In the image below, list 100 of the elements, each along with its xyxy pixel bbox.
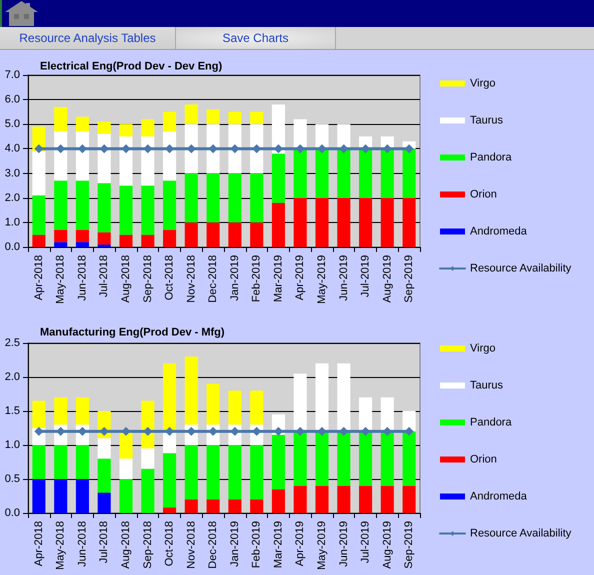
- bar: [315, 148, 329, 198]
- bar: [184, 173, 198, 222]
- bar: [54, 230, 68, 242]
- bar: [141, 468, 154, 513]
- legend-label: Virgo: [470, 78, 496, 90]
- x-tick-label: Sep-2018: [142, 521, 154, 569]
- bar: [98, 438, 111, 459]
- bar: [337, 124, 350, 149]
- bar: [402, 431, 416, 486]
- bar: [315, 124, 329, 149]
- x-tick-label: Aug-2018: [120, 255, 132, 303]
- x-tick-label: Sep-2019: [403, 255, 416, 303]
- chart-title: Electrical Eng(Prod Dev - Dev Eng): [40, 60, 222, 72]
- bar: [206, 384, 220, 425]
- bar: [54, 397, 68, 425]
- y-tick-label: 1.0: [4, 216, 20, 228]
- bar: [54, 106, 68, 132]
- bar: [294, 431, 307, 486]
- bar: [359, 486, 372, 513]
- x-tick-label: Nov-2018: [185, 521, 198, 569]
- x-tick-label: Jun-2018: [76, 521, 88, 567]
- bar: [76, 479, 89, 513]
- bar: [54, 479, 68, 513]
- bar: [250, 445, 264, 500]
- bar: [337, 486, 350, 513]
- bar: [76, 132, 89, 181]
- bar: [337, 431, 350, 486]
- y-tick-label: 0.0: [4, 241, 20, 253]
- bar: [163, 230, 176, 247]
- bar: [402, 411, 416, 432]
- x-tick-label: Apr-2019: [294, 255, 306, 300]
- bar: [402, 486, 416, 513]
- bar: [184, 222, 198, 247]
- x-tick-label: Jul-2018: [98, 521, 110, 564]
- x-tick-label: Jul-2018: [98, 255, 110, 298]
- bar: [380, 198, 394, 247]
- bar: [272, 104, 285, 154]
- bar: [98, 122, 111, 134]
- bar: [228, 112, 242, 124]
- bar: [32, 445, 46, 479]
- bar: [119, 124, 133, 136]
- bar: [228, 222, 242, 247]
- bar: [119, 234, 133, 247]
- x-tick-label: Feb-2019: [250, 521, 263, 568]
- bar: [228, 499, 242, 513]
- bar: [184, 499, 198, 513]
- bar: [294, 486, 307, 513]
- x-tick-label: Apr-2018: [32, 521, 45, 566]
- bar: [272, 202, 285, 247]
- x-tick-label: Aug-2018: [120, 521, 132, 569]
- legend-label: Resource Availability: [470, 262, 572, 274]
- bar: [54, 242, 68, 247]
- y-tick-label: 2.0: [4, 371, 20, 383]
- bar: [54, 180, 68, 230]
- bar: [184, 356, 198, 425]
- bar: [380, 148, 394, 198]
- bar: [76, 230, 89, 242]
- bar: [294, 198, 307, 247]
- bar: [76, 397, 89, 425]
- bar: [98, 458, 111, 493]
- button: Save Charts: [176, 27, 336, 49]
- bar: [163, 132, 176, 181]
- bar: [163, 453, 176, 508]
- bar: [163, 363, 176, 432]
- x-tick-label: Jun-2018: [76, 255, 88, 301]
- bar: [184, 124, 198, 174]
- bar: [315, 486, 329, 513]
- bar: [315, 363, 329, 432]
- bar: [119, 136, 133, 186]
- bar: [228, 445, 242, 500]
- bar: [141, 448, 154, 469]
- legend-label: Virgo: [470, 342, 496, 354]
- y-tick-label: 2.5: [4, 337, 20, 349]
- bar: [32, 195, 46, 235]
- bar: [380, 431, 394, 486]
- bar: [206, 445, 220, 500]
- legend-label: Taurus: [470, 380, 504, 392]
- x-tick-label: Jul-2019: [360, 255, 372, 298]
- x-tick-label: Dec-2018: [207, 255, 220, 303]
- x-tick-label: May-2019: [316, 255, 328, 304]
- bar: [141, 400, 154, 448]
- bar: [76, 180, 89, 230]
- x-tick-label: Jan-2019: [228, 521, 241, 567]
- y-tick-label: 2.0: [4, 192, 20, 204]
- bar: [228, 390, 242, 425]
- bar: [119, 479, 133, 513]
- bar: [76, 445, 89, 479]
- legend-label: Orion: [470, 454, 497, 466]
- bar: [141, 136, 154, 186]
- x-tick-label: Feb-2019: [250, 255, 263, 302]
- x-tick-label: May-2018: [54, 255, 67, 304]
- bar: [76, 116, 89, 132]
- bar: [163, 508, 176, 513]
- bar: [250, 390, 264, 425]
- legend-label: Resource Availability: [470, 528, 572, 540]
- y-tick-label: 1.5: [4, 405, 20, 417]
- y-tick-label: 3.0: [4, 167, 20, 180]
- bar: [294, 148, 307, 198]
- bar: [250, 222, 264, 247]
- bar: [206, 124, 220, 174]
